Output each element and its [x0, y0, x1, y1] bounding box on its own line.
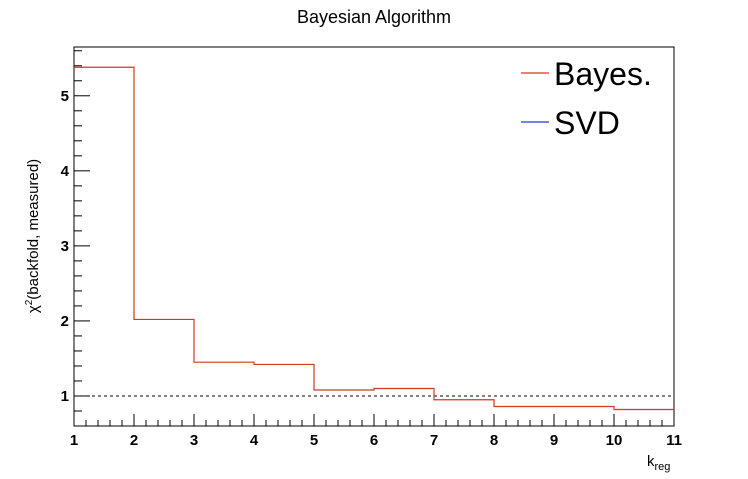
x-tick-label: 7 [430, 432, 438, 449]
legend: Bayes. SVD [521, 56, 652, 141]
x-tick-label: 5 [310, 432, 318, 449]
y-tick-label: 1 [61, 388, 69, 405]
series-bayes [74, 66, 674, 411]
y-tick-label: 3 [61, 238, 69, 255]
chart-title: Bayesian Algorithm [297, 7, 451, 27]
x-tick-label: 2 [130, 432, 138, 449]
legend-label: Bayes. [554, 56, 652, 92]
x-tick-label: 1 [70, 432, 78, 449]
x-axis-title-main: k [647, 453, 655, 470]
y-tick-label: 4 [61, 163, 70, 180]
plot-frame [73, 46, 675, 427]
x-axis: 1 2 3 4 5 6 7 8 9 10 11 [70, 414, 682, 449]
y-axis-title: χ2(backfold, measured) [24, 159, 42, 313]
x-tick-label: 4 [250, 432, 259, 449]
x-tick-label: 8 [490, 432, 498, 449]
y-axis-title-rest: (backfold, measured) [25, 159, 42, 300]
y-axis-title-superscript: 2 [24, 299, 35, 305]
x-axis-title: kreg [647, 453, 670, 473]
series-step-line [74, 66, 674, 411]
y-tick-label: 2 [61, 313, 69, 330]
y-axis: 1 2 3 4 5 [61, 50, 90, 427]
x-tick-label: 6 [370, 432, 378, 449]
x-tick-label: 3 [190, 432, 198, 449]
x-tick-label: 10 [606, 432, 623, 449]
legend-label: SVD [554, 105, 620, 141]
x-tick-label: 11 [666, 432, 682, 449]
y-tick-label: 5 [61, 88, 69, 105]
x-axis-title-subscript: reg [655, 461, 671, 473]
x-tick-label: 9 [550, 432, 558, 449]
y-axis-title-chi: χ [25, 305, 42, 313]
